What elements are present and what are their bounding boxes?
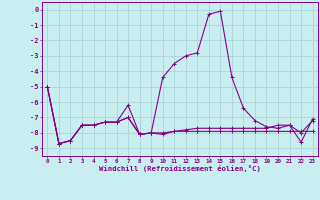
X-axis label: Windchill (Refroidissement éolien,°C): Windchill (Refroidissement éolien,°C) (99, 165, 261, 172)
